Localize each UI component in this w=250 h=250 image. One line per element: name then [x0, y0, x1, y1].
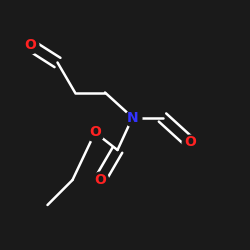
Text: O: O: [184, 136, 196, 149]
Text: O: O: [94, 173, 106, 187]
Text: N: N: [127, 110, 138, 124]
Text: O: O: [89, 126, 101, 140]
Text: O: O: [24, 38, 36, 52]
